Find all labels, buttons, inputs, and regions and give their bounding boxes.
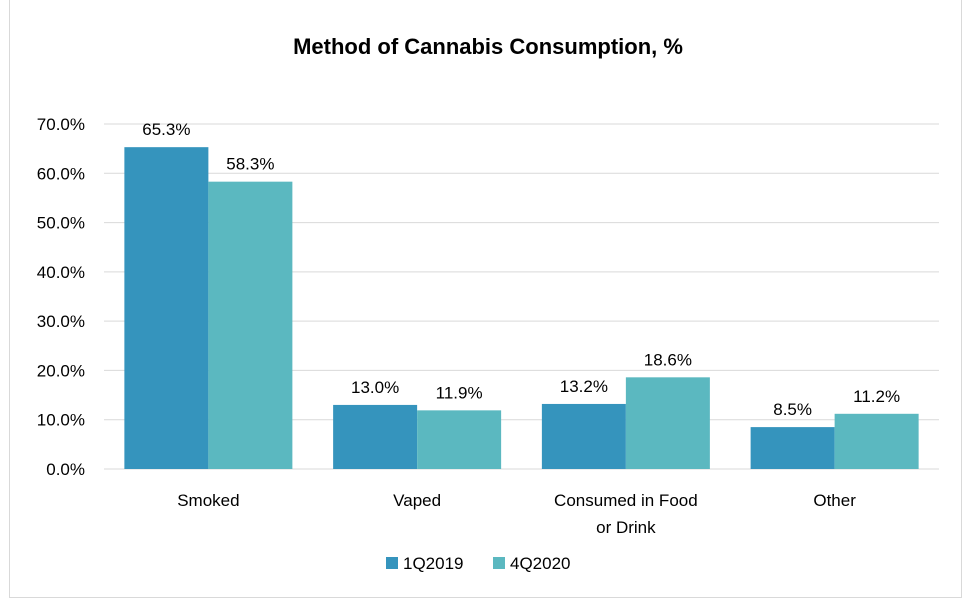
y-tick-label: 60.0% bbox=[37, 164, 85, 183]
data-label: 58.3% bbox=[226, 155, 274, 174]
legend: 1Q2019 4Q2020 bbox=[386, 554, 571, 573]
y-tick-label: 70.0% bbox=[37, 115, 85, 134]
y-tick-label: 20.0% bbox=[37, 361, 85, 380]
bar-4Q2020-2 bbox=[625, 377, 710, 469]
category-label: Smoked bbox=[177, 491, 239, 510]
bar-chart: Method of Cannabis Consumption, % 0.0% 10… bbox=[37, 34, 939, 573]
legend-label: 1Q2019 bbox=[403, 554, 464, 573]
chart-title: Method of Cannabis Consumption, % bbox=[293, 34, 683, 59]
y-tick-label: 10.0% bbox=[37, 411, 85, 430]
legend-label: 4Q2020 bbox=[510, 554, 571, 573]
data-label: 13.0% bbox=[351, 378, 399, 397]
data-label: 65.3% bbox=[142, 120, 190, 139]
bar-4Q2020-3 bbox=[834, 413, 919, 469]
category-label: Consumed in Food or Drink bbox=[554, 491, 698, 537]
bar-1Q2019-1 bbox=[333, 404, 418, 469]
data-label: 13.2% bbox=[560, 377, 608, 396]
legend-swatch bbox=[493, 557, 505, 569]
y-tick-label: 50.0% bbox=[37, 214, 85, 233]
bar-1Q2019-0 bbox=[124, 147, 209, 469]
data-label: 11.2% bbox=[853, 387, 900, 406]
bar-1Q2019-2 bbox=[541, 403, 626, 469]
category-label: Other bbox=[813, 491, 856, 510]
legend-swatch bbox=[386, 557, 398, 569]
data-label: 18.6% bbox=[644, 350, 692, 369]
y-tick-label: 0.0% bbox=[46, 460, 85, 479]
y-tick-label: 30.0% bbox=[37, 312, 85, 331]
category-label: Vaped bbox=[393, 491, 441, 510]
bar-1Q2019-3 bbox=[750, 427, 835, 469]
chart-frame: Method of Cannabis Consumption, % 0.0% 10… bbox=[9, 0, 962, 598]
y-axis: 0.0% 10.0% 20.0% 30.0% 40.0% 50.0% 60.0% 70.0% bbox=[37, 115, 85, 479]
bars: 65.3% 58.3% 13.0% 11.9% 13.2% 18.6% 8.5% 11.2% bbox=[124, 120, 919, 469]
bar-4Q2020-1 bbox=[417, 410, 502, 469]
x-axis: Smoked Vaped Consumed in Food or Drink Other bbox=[177, 491, 856, 537]
data-label: 8.5% bbox=[773, 400, 812, 419]
bar-4Q2020-0 bbox=[208, 181, 293, 469]
y-tick-label: 40.0% bbox=[37, 263, 85, 282]
data-label: 11.9% bbox=[436, 383, 483, 402]
